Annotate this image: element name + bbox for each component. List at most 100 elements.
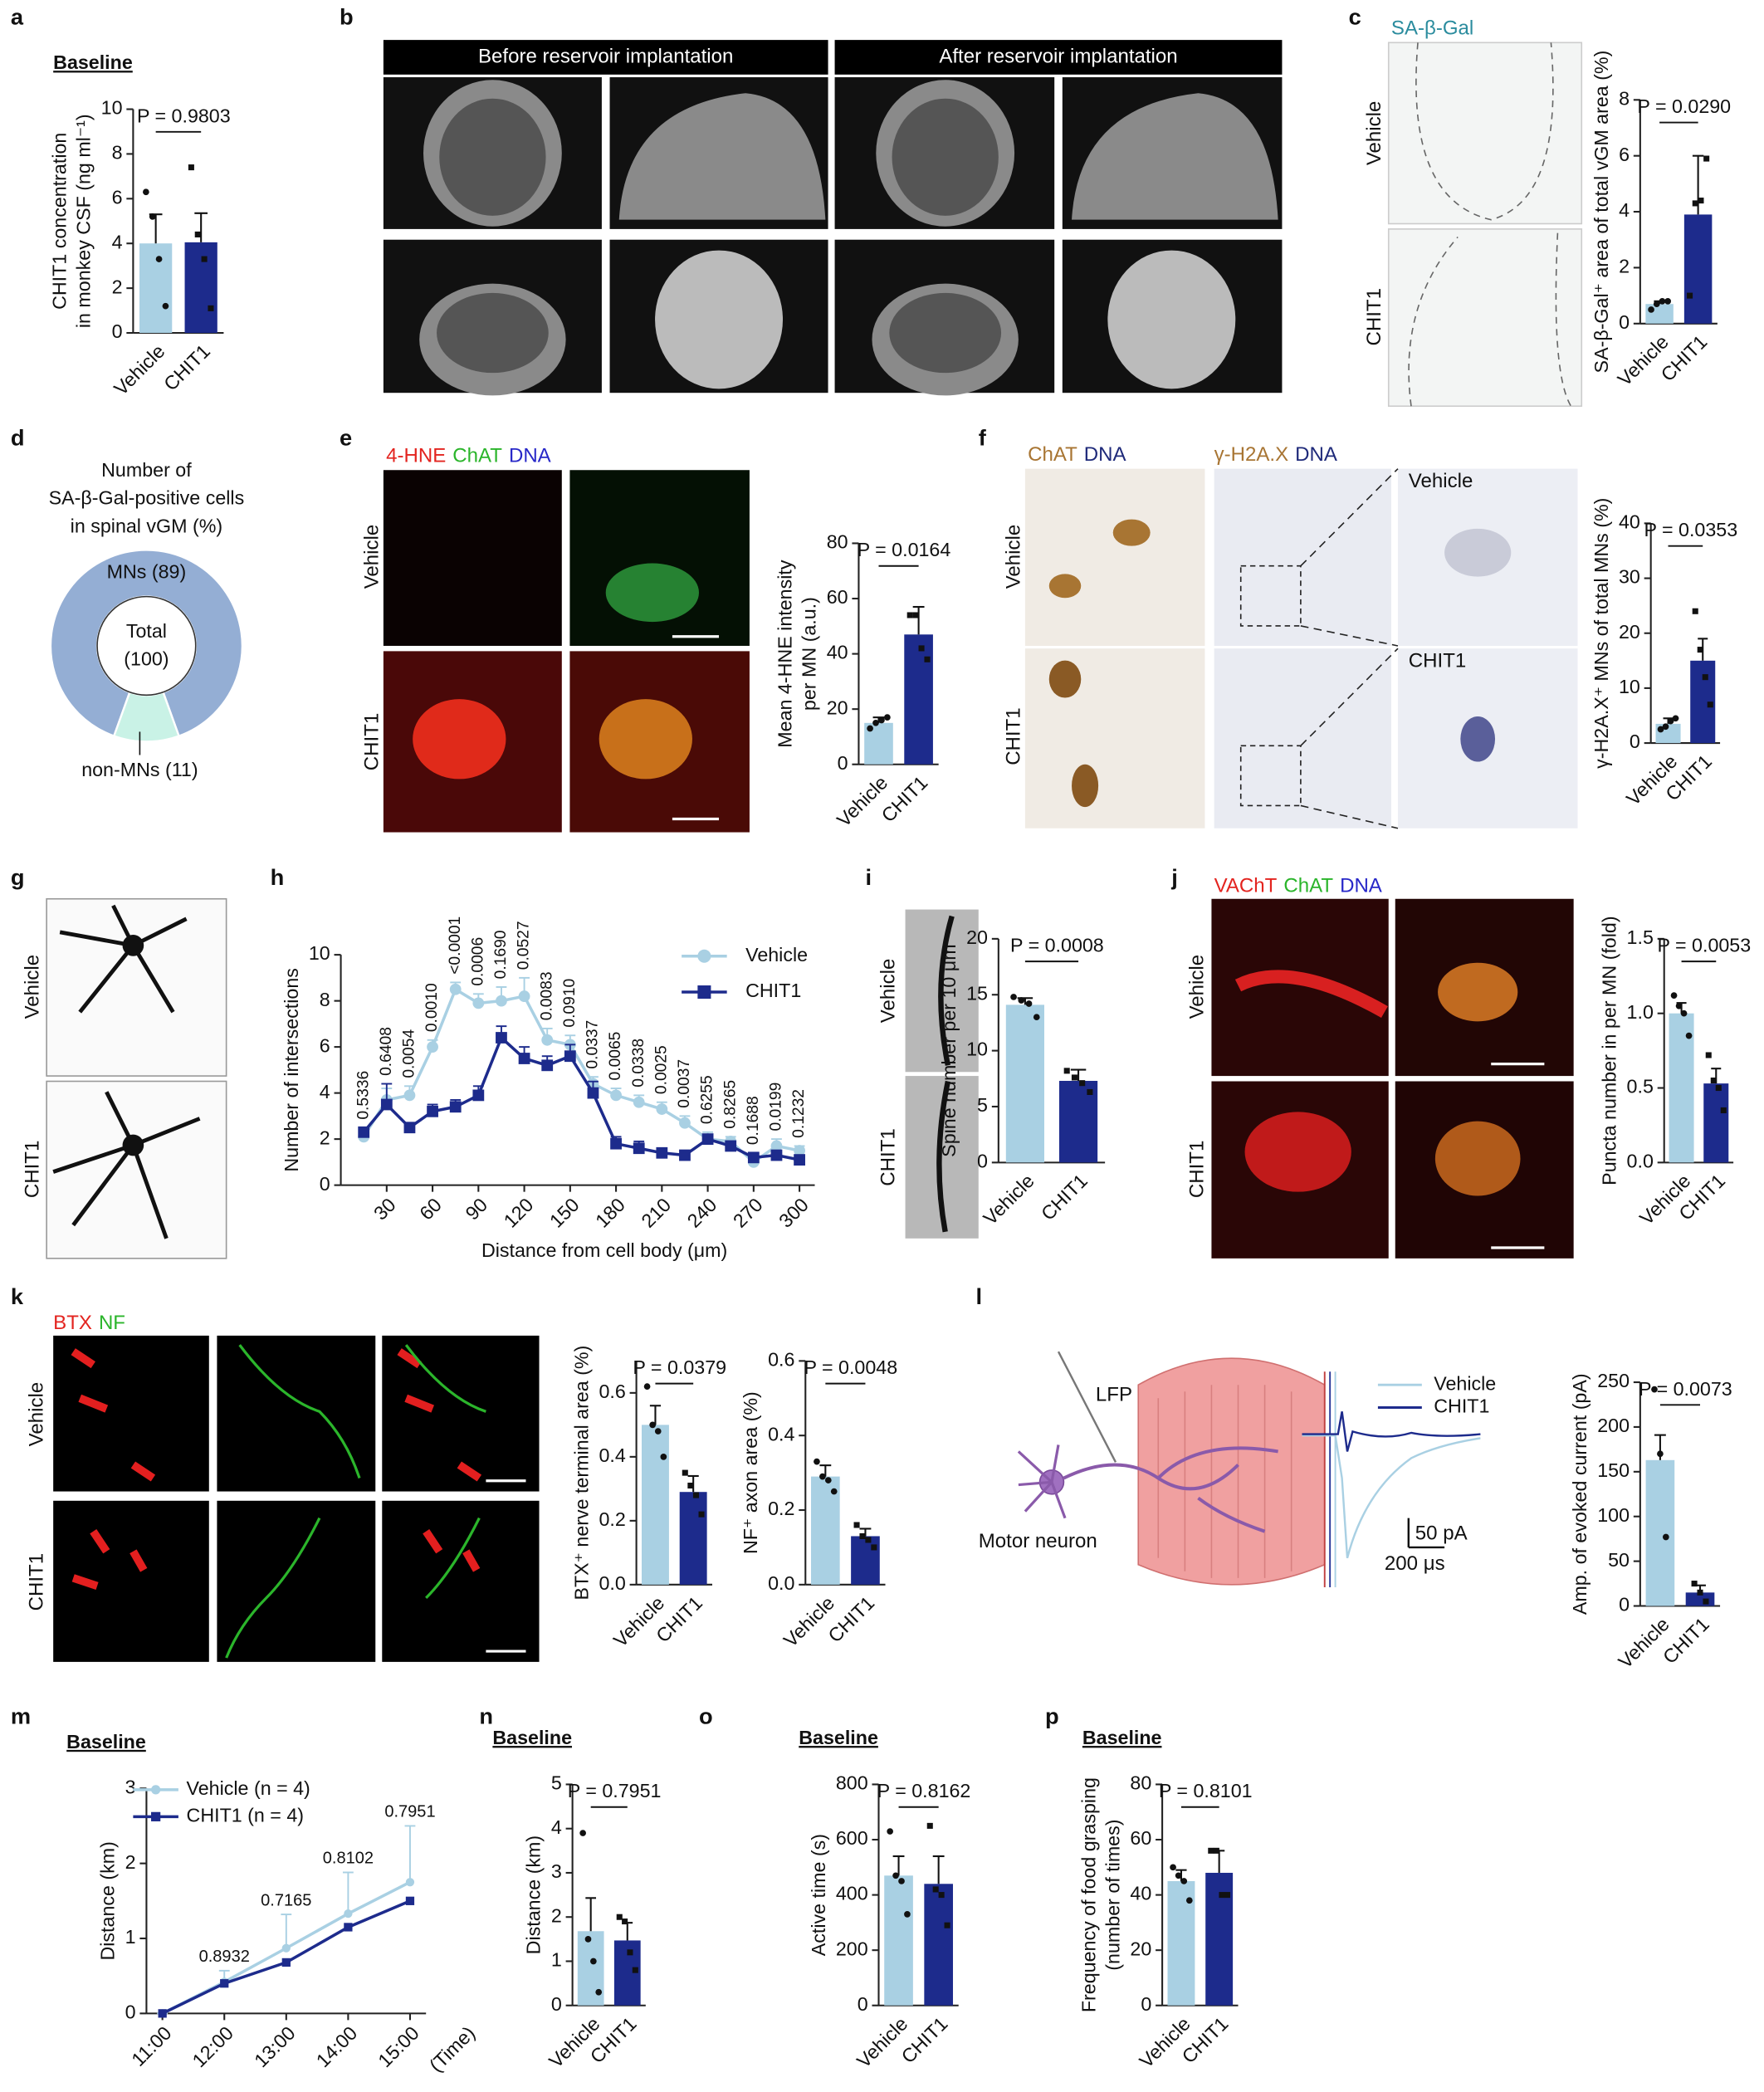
data-point	[496, 995, 507, 1007]
stain-label: γ-H2A.X	[1214, 443, 1289, 466]
x-tick-label: CHIT1	[1037, 1170, 1092, 1224]
x-tick-label: Vehicle	[1614, 1613, 1673, 1672]
data-point	[541, 1059, 554, 1072]
data-point	[587, 1087, 599, 1099]
point-label: 0.7165	[261, 1891, 311, 1909]
p-value: P = 0.0008	[1010, 935, 1104, 956]
y-tick-label: 800	[836, 1772, 868, 1794]
data-point	[926, 1822, 933, 1829]
point-label: 0.0037	[676, 1059, 693, 1108]
data-point	[496, 1032, 507, 1044]
data-point	[1010, 994, 1017, 1000]
data-point	[747, 1151, 760, 1164]
data-point	[1697, 647, 1703, 653]
legend-label: Vehicle	[1434, 1372, 1496, 1394]
panel-letter: d	[11, 425, 25, 451]
y-tick-label: 6	[112, 186, 123, 208]
data-point	[814, 1458, 820, 1465]
y-tick-label: 60	[827, 586, 848, 608]
x-tick-label: 13:00	[250, 2022, 300, 2072]
point-label: 0.8265	[721, 1080, 739, 1129]
panel-letter: j	[1170, 864, 1178, 890]
data-point	[449, 983, 462, 995]
y-tick-label: 0	[977, 1150, 988, 1171]
y-tick-label: 0.0	[768, 1572, 794, 1594]
h2ax-images	[1024, 468, 1578, 829]
y-tick-label: 15	[966, 982, 988, 1004]
y-tick-label: 30	[1619, 566, 1640, 588]
row-label: Vehicle	[21, 955, 43, 1019]
y-tick-label: 20	[827, 697, 848, 718]
data-point	[208, 305, 214, 311]
center-label: (100)	[124, 648, 169, 670]
p-value: P = 0.0048	[804, 1356, 897, 1378]
point-label: 0.0083	[538, 971, 555, 1020]
data-point	[1664, 297, 1671, 305]
row-label: CHIT1	[1363, 288, 1385, 345]
stain-label: BTX	[53, 1312, 92, 1334]
bar	[1683, 214, 1713, 324]
panel-letter: k	[11, 1283, 24, 1309]
data-point	[1219, 1892, 1225, 1899]
center-label: Total	[126, 620, 167, 642]
p-value: P = 0.7951	[568, 1780, 662, 1801]
panel-letter: c	[1349, 4, 1361, 30]
data-point	[1670, 992, 1678, 999]
y-tick-label: 0.0	[1627, 1150, 1654, 1171]
data-point	[158, 2009, 167, 2018]
x-tick-label: CHIT1	[159, 340, 214, 395]
p-value: P = 0.9803	[137, 105, 231, 126]
x-axis-label: (Time)	[425, 2022, 479, 2076]
data-point	[1087, 1088, 1093, 1095]
panel-letter: p	[1045, 1703, 1059, 1728]
y-axis-label: Active time (s)	[808, 1834, 829, 1956]
y-tick-label: 100	[1597, 1504, 1630, 1526]
point-label: 0.0025	[652, 1045, 670, 1094]
data-point	[541, 1034, 554, 1046]
y-tick-label: 150	[1597, 1459, 1630, 1481]
data-point	[143, 188, 149, 196]
chart-title: Baseline	[1082, 1727, 1162, 1748]
y-tick-label: 10	[1619, 676, 1640, 697]
data-point	[405, 1896, 415, 1905]
x-tick-label: 180	[591, 1194, 629, 1232]
data-point	[1079, 1080, 1086, 1087]
panel-letter: h	[271, 864, 285, 890]
y-tick-label: 2	[1619, 256, 1630, 277]
y-tick-label: 200	[836, 1938, 868, 1959]
y-tick-label: 2	[551, 1904, 562, 1926]
data-point	[887, 1828, 894, 1835]
data-point	[1063, 1068, 1070, 1074]
stain-label: ChAT	[1283, 875, 1333, 897]
x-tick-label: Vehicle	[979, 1170, 1038, 1229]
data-point	[632, 1967, 638, 1973]
data-point	[932, 1886, 939, 1893]
y-tick-label: 20	[1130, 1938, 1151, 1959]
y-tick-label: 0	[858, 1993, 868, 2015]
p-value: P = 0.8162	[877, 1780, 971, 1801]
image-header: Before reservoir implantation	[478, 45, 733, 67]
panel-letter: i	[865, 864, 872, 890]
bar	[811, 1476, 840, 1585]
y-tick-label: 0	[1630, 731, 1640, 752]
row-label: CHIT1	[360, 713, 383, 770]
y-axis-label: per MN (a.u.)	[799, 597, 820, 711]
row-label: Vehicle	[877, 959, 900, 1024]
y-tick-label: 10	[101, 97, 123, 119]
data-point	[403, 1122, 416, 1134]
y-tick-label: 3	[551, 1860, 562, 1882]
y-tick-label: 0.2	[599, 1508, 625, 1530]
x-tick-label: Vehicle	[779, 1592, 838, 1651]
data-point	[1071, 1074, 1077, 1081]
y-tick-label: 4	[1619, 199, 1630, 221]
y-tick-label: 1.5	[1627, 926, 1654, 948]
bar	[884, 1875, 913, 2006]
panel-letter: f	[979, 425, 987, 451]
point-label: 0.1232	[790, 1089, 808, 1138]
y-tick-label: 0.5	[1627, 1076, 1654, 1097]
y-tick-label: 20	[966, 926, 988, 948]
point-label: 0.8102	[323, 1850, 374, 1868]
point-label: 0.7951	[384, 1803, 435, 1821]
data-point	[1651, 1386, 1658, 1393]
data-point	[344, 1923, 353, 1932]
